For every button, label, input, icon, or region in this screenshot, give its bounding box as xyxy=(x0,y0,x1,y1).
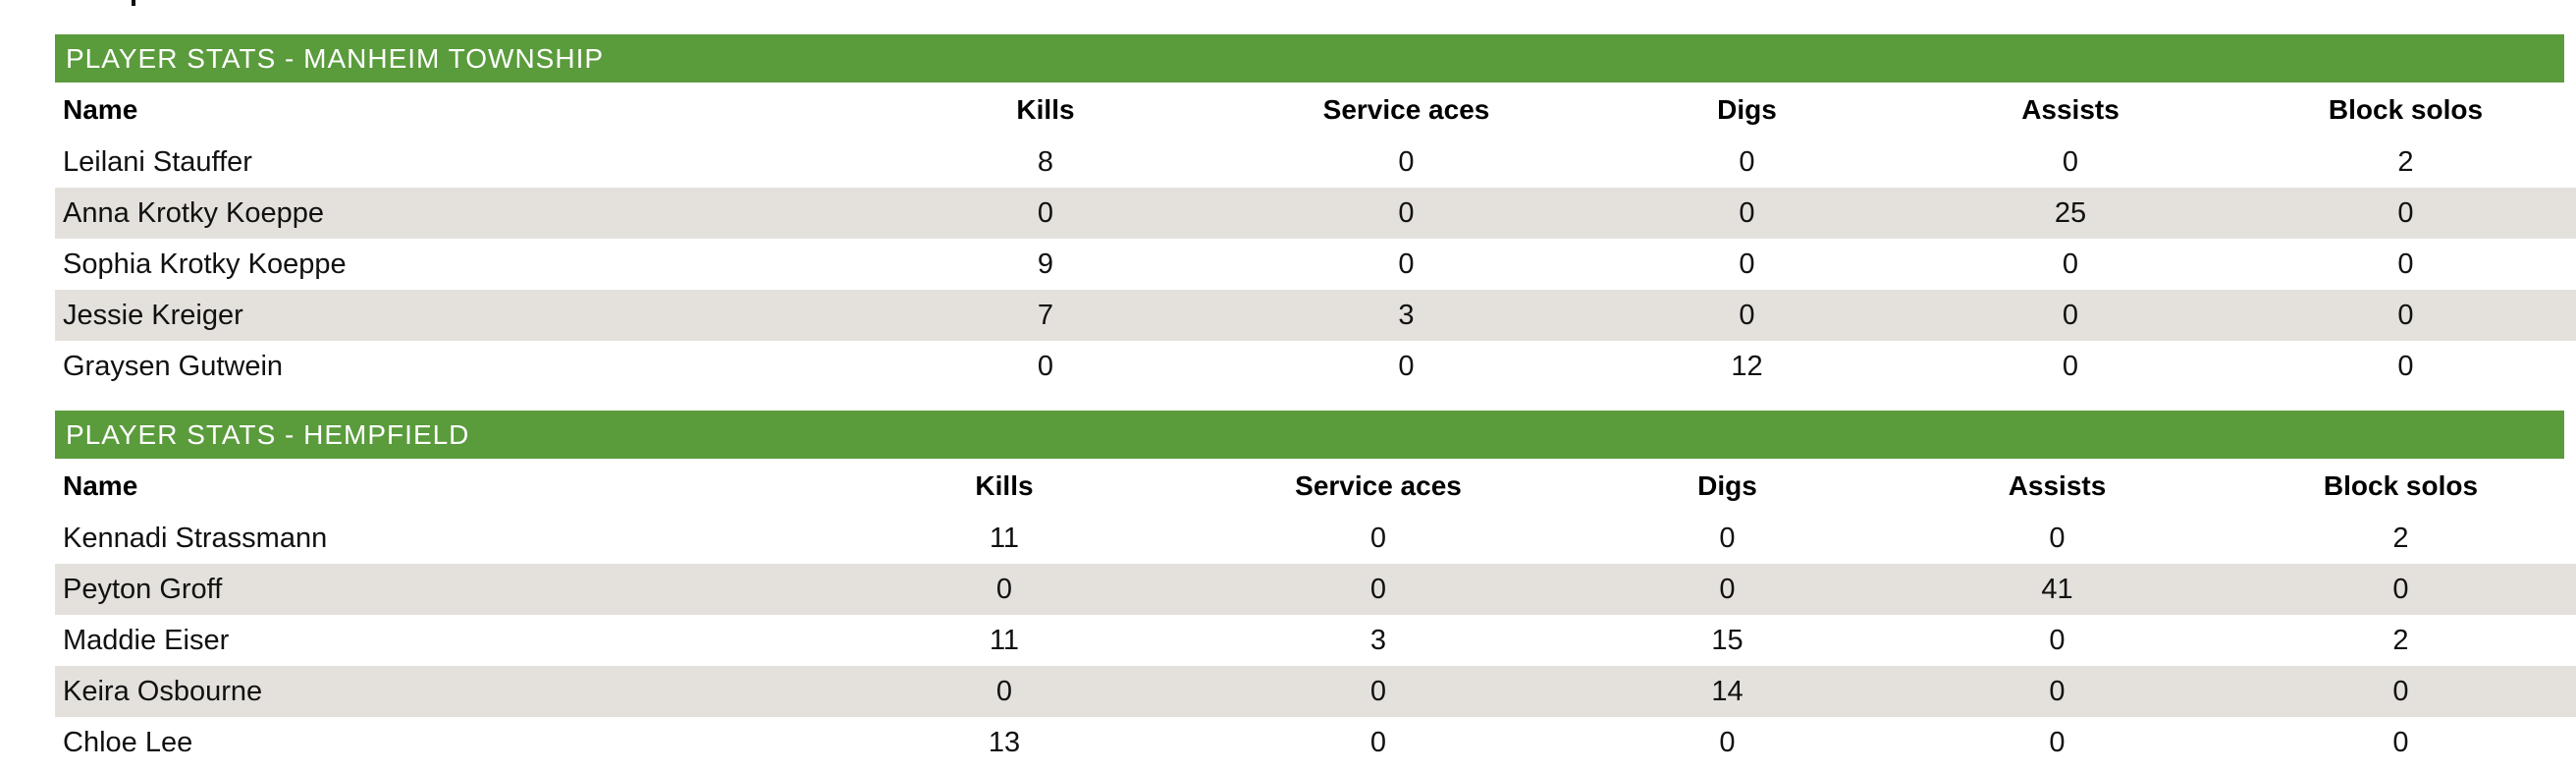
column-header: Digs xyxy=(1717,93,1777,125)
stat-cell: 0 xyxy=(1369,522,1387,554)
stat-cell: 0 xyxy=(2062,145,2079,178)
stat-cell: 0 xyxy=(2049,522,2066,554)
stat-cell: 0 xyxy=(1398,248,1415,280)
table-row: Graysen Gutwein 0 0 12 0 0 xyxy=(55,341,2576,392)
stat-cell: 0 xyxy=(1719,522,1736,554)
player-name-cell: Keira Osbourne xyxy=(63,675,263,707)
stat-cell: 11 xyxy=(989,624,1020,656)
stat-cell: 7 xyxy=(1037,299,1054,331)
player-name-cell: Maddie Eiser xyxy=(63,624,230,656)
player-stats-table: Name Kills Service aces Digs Assists Block so… xyxy=(55,459,2576,768)
stat-cell: 0 xyxy=(1037,350,1054,382)
stat-cell: 3 xyxy=(1398,299,1415,331)
stat-cell: 0 xyxy=(2392,573,2409,605)
team-table-hempfield: PLAYER STATS - HEMPFIELD Name Kills Servic… xyxy=(55,411,2576,768)
column-header: Block solos xyxy=(2328,93,2484,125)
stat-cell: 0 xyxy=(1719,573,1736,605)
stat-cell: 25 xyxy=(2054,196,2087,229)
stat-cell: 0 xyxy=(1739,299,1755,331)
stat-cell: 0 xyxy=(1398,145,1415,178)
stat-cell: 0 xyxy=(1719,726,1736,758)
stat-cell: 0 xyxy=(1739,248,1755,280)
team-table-manheim-township: PLAYER STATS - MANHEIM TOWNSHIP Name Kill… xyxy=(55,34,2576,392)
stat-cell: 0 xyxy=(1398,350,1415,382)
player-name-cell: Kennadi Strassmann xyxy=(63,522,328,554)
column-header: Assists xyxy=(2008,469,2107,501)
stat-cell: 12 xyxy=(1731,350,1763,382)
column-header: Block solos xyxy=(2323,469,2479,501)
stat-cell: 0 xyxy=(2049,675,2066,707)
player-name-cell: Peyton Groff xyxy=(63,573,223,605)
stat-cell: 0 xyxy=(995,675,1013,707)
stat-cell: 2 xyxy=(2392,624,2409,656)
section-gap xyxy=(55,392,2576,411)
player-name-cell: Jessie Kreiger xyxy=(63,299,243,331)
table-title-banner: PLAYER STATS - MANHEIM TOWNSHIP xyxy=(55,34,2564,83)
player-name-cell: Leilani Stauffer xyxy=(63,145,252,178)
column-header-row: Name Kills Service aces Digs Assists Block so… xyxy=(55,83,2576,137)
player-name-cell: Graysen Gutwein xyxy=(63,350,284,382)
stat-cell: 41 xyxy=(2041,573,2073,605)
stat-cell: 0 xyxy=(2049,726,2066,758)
stat-cell: 3 xyxy=(1369,624,1387,656)
column-header: Name xyxy=(63,469,138,501)
player-name-cell: Sophia Krotky Koeppe xyxy=(63,248,347,280)
stat-cell: 2 xyxy=(2397,145,2414,178)
stat-cell: 0 xyxy=(2049,624,2066,656)
column-header: Service aces xyxy=(1322,93,1490,125)
column-header-row: Name Kills Service aces Digs Assists Block so… xyxy=(55,459,2576,513)
table-title-banner: PLAYER STATS - HEMPFIELD xyxy=(55,411,2564,459)
stat-cell: 0 xyxy=(1398,196,1415,229)
player-stats-table: Name Kills Service aces Digs Assists Block so… xyxy=(55,83,2576,392)
column-header: Kills xyxy=(1016,93,1075,125)
table-row: Jessie Kreiger 7 3 0 0 0 xyxy=(55,290,2576,341)
stat-cell: 0 xyxy=(2397,350,2414,382)
stat-cell: 9 xyxy=(1037,248,1054,280)
stat-cell: 0 xyxy=(1369,573,1387,605)
stat-cell: 0 xyxy=(2397,196,2414,229)
column-header: Name xyxy=(63,93,138,125)
stat-cell: 0 xyxy=(2392,675,2409,707)
player-name-cell: Anna Krotky Koeppe xyxy=(63,196,325,229)
stat-cell: 13 xyxy=(988,726,1021,758)
table-row: Maddie Eiser 11 3 15 0 2 xyxy=(55,615,2576,666)
stat-cell: 0 xyxy=(2397,248,2414,280)
stat-cell: 0 xyxy=(1369,675,1387,707)
player-name-cell: Chloe Lee xyxy=(63,726,193,758)
stat-cell: 15 xyxy=(1711,624,1744,656)
column-header: Digs xyxy=(1697,469,1757,501)
stat-cell: 8 xyxy=(1037,145,1054,178)
stat-cell: 0 xyxy=(2392,726,2409,758)
table-row: Peyton Groff 0 0 0 41 0 xyxy=(55,564,2576,615)
stat-cell: 2 xyxy=(2392,522,2409,554)
stat-cell: 0 xyxy=(1739,145,1755,178)
stat-cell: 0 xyxy=(1369,726,1387,758)
column-header: Kills xyxy=(975,469,1034,501)
stat-cell: 0 xyxy=(995,573,1013,605)
cropped-text-fragment xyxy=(132,0,135,6)
stat-cell: 0 xyxy=(2397,299,2414,331)
table-row: Chloe Lee 13 0 0 0 0 xyxy=(55,717,2576,768)
stats-section: PLAYER STATS - MANHEIM TOWNSHIP Name Kill… xyxy=(55,34,2576,768)
stat-cell: 11 xyxy=(989,522,1020,554)
table-row: Keira Osbourne 0 0 14 0 0 xyxy=(55,666,2576,717)
column-header: Service aces xyxy=(1295,469,1462,501)
stat-cell: 0 xyxy=(2062,299,2079,331)
stat-cell: 0 xyxy=(1739,196,1755,229)
stat-cell: 0 xyxy=(1037,196,1054,229)
table-row: Leilani Stauffer 8 0 0 0 2 xyxy=(55,137,2576,188)
stat-cell: 0 xyxy=(2062,248,2079,280)
table-row: Kennadi Strassmann 11 0 0 0 2 xyxy=(55,513,2576,564)
stat-cell: 0 xyxy=(2062,350,2079,382)
table-row: Anna Krotky Koeppe 0 0 0 25 0 xyxy=(55,188,2576,239)
stat-cell: 14 xyxy=(1711,675,1744,707)
column-header: Assists xyxy=(2021,93,2120,125)
table-row: Sophia Krotky Koeppe 9 0 0 0 0 xyxy=(55,239,2576,290)
